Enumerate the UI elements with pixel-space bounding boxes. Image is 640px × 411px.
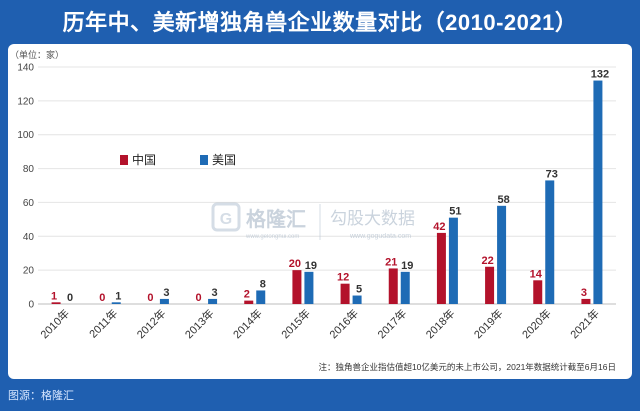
y-tick-label: 140	[17, 63, 34, 74]
watermark-site-url: www.gogudata.com	[349, 233, 411, 240]
bar-china	[436, 232, 446, 304]
x-tick-label: 2020年	[519, 306, 554, 341]
data-label-usa: 19	[305, 260, 317, 272]
bar-usa	[208, 298, 218, 304]
data-label-usa: 8	[260, 278, 266, 290]
x-tick-label: 2013年	[182, 306, 217, 341]
y-tick-label: 120	[17, 96, 34, 107]
data-label-china: 12	[337, 272, 349, 284]
data-label-usa: 58	[497, 194, 509, 206]
data-label-usa: 132	[591, 69, 609, 81]
bar-china	[340, 283, 350, 304]
data-label-china: 1	[51, 290, 57, 302]
bar-usa	[159, 298, 169, 304]
watermark-site: 勾股大数据	[330, 209, 415, 228]
bar-china	[581, 298, 591, 304]
y-tick-label: 0	[28, 300, 34, 311]
watermark-brand-url: www.gelonghui.com	[245, 234, 299, 240]
data-label-china: 0	[196, 292, 202, 304]
data-label-china: 3	[581, 287, 587, 299]
data-label-china: 42	[433, 221, 445, 233]
bar-china	[533, 280, 543, 304]
legend-swatch-usa	[200, 155, 208, 165]
bar-usa	[497, 205, 507, 304]
bar-chart: G 格隆汇 www.gelonghui.com 勾股大数据 www.goguda…	[10, 49, 616, 372]
bar-china	[292, 270, 302, 304]
data-label-usa: 5	[356, 284, 362, 296]
x-tick-label: 2014年	[230, 306, 265, 341]
x-tick-label: 2012年	[134, 306, 169, 341]
data-label-usa: 73	[546, 168, 558, 180]
svg-text:G: G	[220, 211, 232, 228]
legend-swatch-china	[120, 155, 128, 165]
grid-layer	[38, 66, 616, 305]
gelonghui-logo-icon: G	[211, 202, 241, 232]
watermark-brand: 格隆汇	[246, 207, 306, 231]
bar-usa	[352, 295, 362, 304]
chart-panel: G 格隆汇 www.gelonghui.com 勾股大数据 www.goguda…	[8, 44, 632, 379]
bar-usa	[593, 80, 603, 304]
bar-china	[388, 268, 398, 304]
y-tick-label: 40	[23, 232, 35, 243]
x-tick-label: 2011年	[86, 306, 120, 340]
data-label-usa: 19	[401, 260, 413, 272]
data-label-usa: 0	[67, 292, 73, 304]
bar-china	[244, 300, 254, 304]
legend-label-china: 中国	[132, 152, 156, 167]
chart-note: 注：独角兽企业指估值超10亿美元的未上市公司，2021年数据统计截至6月16日	[318, 362, 616, 372]
y-tick-label: 80	[23, 164, 35, 175]
data-label-usa: 1	[115, 290, 121, 302]
data-label-china: 0	[147, 292, 153, 304]
x-tick-label: 2021年	[567, 306, 602, 341]
unit-label: （单位：家）	[10, 49, 64, 60]
data-label-china: 20	[289, 258, 301, 270]
bars-layer	[51, 80, 603, 304]
data-label-china: 14	[530, 268, 543, 280]
bar-usa	[545, 180, 555, 304]
data-label-china: 2	[244, 289, 250, 301]
bar-usa	[304, 271, 314, 304]
y-tick-label: 60	[23, 198, 35, 209]
data-label-china: 0	[99, 292, 105, 304]
bar-usa	[256, 290, 266, 304]
y-tick-label: 20	[23, 266, 35, 277]
watermark: G 格隆汇 www.gelonghui.com 勾股大数据 www.goguda…	[211, 202, 415, 240]
legend-label-usa: 美国	[212, 153, 236, 167]
source-credit: 图源：格隆汇	[8, 390, 74, 402]
data-label-china: 22	[481, 255, 493, 267]
legend: 中国 美国	[120, 152, 236, 167]
bar-china	[485, 266, 495, 304]
data-label-china: 21	[385, 256, 397, 268]
data-label-usa: 51	[449, 206, 461, 218]
bar-usa	[448, 217, 458, 304]
bar-usa	[400, 271, 410, 304]
x-tick-label: 2016年	[326, 306, 361, 341]
x-tick-label: 2019年	[471, 306, 506, 341]
x-tick-label: 2015年	[278, 306, 313, 341]
bar-usa	[111, 302, 121, 304]
x-tick-label: 2018年	[423, 306, 458, 341]
data-label-usa: 3	[163, 287, 169, 299]
x-tick-label: 2010年	[37, 306, 72, 341]
page-title: 历年中、美新增独角兽企业数量对比（2010-2021）	[62, 10, 578, 35]
y-tick-label: 100	[17, 130, 34, 141]
data-label-usa: 3	[212, 287, 218, 299]
bar-china	[51, 302, 61, 304]
x-tick-label: 2017年	[374, 306, 409, 341]
